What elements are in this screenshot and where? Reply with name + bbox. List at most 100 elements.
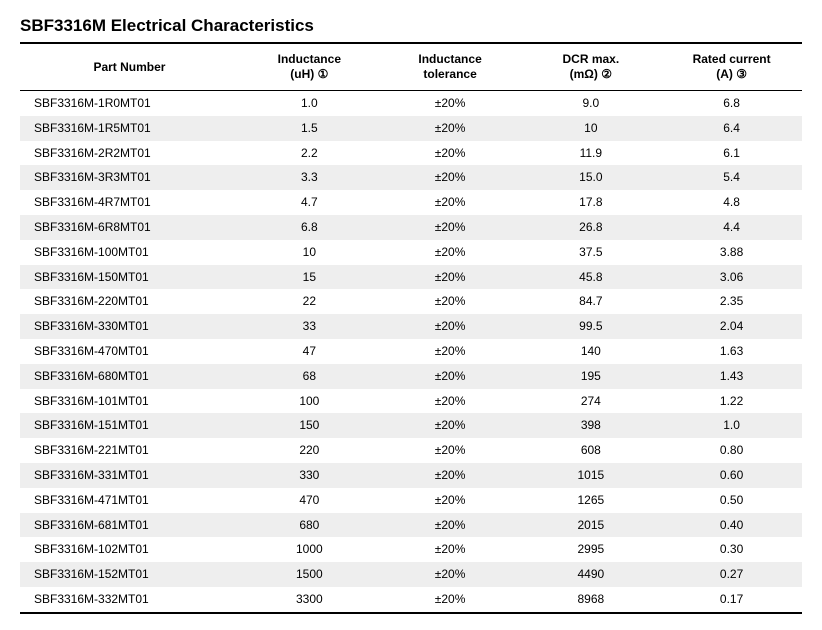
table-cell: ±20%	[380, 587, 521, 613]
table-cell: 9.0	[520, 91, 661, 116]
table-cell: ±20%	[380, 165, 521, 190]
table-cell: 220	[239, 438, 380, 463]
table-row: SBF3316M-221MT01220±20%6080.80	[20, 438, 802, 463]
table-cell: SBF3316M-470MT01	[20, 339, 239, 364]
table-cell: SBF3316M-6R8MT01	[20, 215, 239, 240]
table-cell: 1015	[520, 463, 661, 488]
table-row: SBF3316M-100MT0110±20%37.53.88	[20, 240, 802, 265]
table-cell: 33	[239, 314, 380, 339]
table-cell: SBF3316M-221MT01	[20, 438, 239, 463]
table-cell: 274	[520, 389, 661, 414]
table-cell: ±20%	[380, 190, 521, 215]
table-cell: 0.17	[661, 587, 802, 613]
table-cell: SBF3316M-220MT01	[20, 289, 239, 314]
table-cell: ±20%	[380, 463, 521, 488]
characteristics-table: Part Number Inductance (uH) ① Inductance…	[20, 42, 802, 614]
table-cell: SBF3316M-681MT01	[20, 513, 239, 538]
table-cell: 68	[239, 364, 380, 389]
table-cell: 3.3	[239, 165, 380, 190]
table-cell: 1000	[239, 537, 380, 562]
table-cell: SBF3316M-101MT01	[20, 389, 239, 414]
table-cell: 1.0	[239, 91, 380, 116]
table-cell: 6.1	[661, 141, 802, 166]
table-cell: 2.35	[661, 289, 802, 314]
table-cell: SBF3316M-471MT01	[20, 488, 239, 513]
table-cell: 4.4	[661, 215, 802, 240]
table-row: SBF3316M-1R0MT011.0±20%9.06.8	[20, 91, 802, 116]
col-label-line2: (uH)	[290, 67, 314, 81]
table-row: SBF3316M-471MT01470±20%12650.50	[20, 488, 802, 513]
table-cell: 3.06	[661, 265, 802, 290]
table-row: SBF3316M-680MT0168±20%1951.43	[20, 364, 802, 389]
table-cell: ±20%	[380, 141, 521, 166]
table-cell: 398	[520, 413, 661, 438]
table-cell: ±20%	[380, 488, 521, 513]
table-row: SBF3316M-150MT0115±20%45.83.06	[20, 265, 802, 290]
table-cell: 330	[239, 463, 380, 488]
table-cell: 37.5	[520, 240, 661, 265]
table-cell: 3300	[239, 587, 380, 613]
table-row: SBF3316M-220MT0122±20%84.72.35	[20, 289, 802, 314]
table-cell: 6.4	[661, 116, 802, 141]
table-row: SBF3316M-470MT0147±20%1401.63	[20, 339, 802, 364]
table-cell: 5.4	[661, 165, 802, 190]
table-cell: 1.63	[661, 339, 802, 364]
table-cell: 1.5	[239, 116, 380, 141]
table-body: SBF3316M-1R0MT011.0±20%9.06.8SBF3316M-1R…	[20, 91, 802, 613]
page-title: SBF3316M Electrical Characteristics	[20, 16, 802, 36]
table-cell: SBF3316M-2R2MT01	[20, 141, 239, 166]
table-cell: 2.04	[661, 314, 802, 339]
table-row: SBF3316M-102MT011000±20%29950.30	[20, 537, 802, 562]
note-icon: ③	[736, 67, 747, 82]
table-row: SBF3316M-3R3MT013.3±20%15.05.4	[20, 165, 802, 190]
table-cell: 1500	[239, 562, 380, 587]
table-cell: 195	[520, 364, 661, 389]
table-cell: 84.7	[520, 289, 661, 314]
note-icon: ①	[318, 67, 329, 82]
table-cell: 99.5	[520, 314, 661, 339]
table-cell: 17.8	[520, 190, 661, 215]
col-rated-current: Rated current (A) ③	[661, 43, 802, 91]
table-cell: SBF3316M-4R7MT01	[20, 190, 239, 215]
table-cell: 100	[239, 389, 380, 414]
table-row: SBF3316M-2R2MT012.2±20%11.96.1	[20, 141, 802, 166]
col-inductance: Inductance (uH) ①	[239, 43, 380, 91]
col-label-line1: Part Number	[93, 60, 165, 74]
table-row: SBF3316M-4R7MT014.7±20%17.84.8	[20, 190, 802, 215]
table-cell: 6.8	[661, 91, 802, 116]
table-row: SBF3316M-6R8MT016.8±20%26.84.4	[20, 215, 802, 240]
note-icon: ②	[601, 67, 612, 82]
col-label-line1: Inductance	[278, 52, 341, 66]
table-cell: 11.9	[520, 141, 661, 166]
table-cell: ±20%	[380, 537, 521, 562]
table-cell: 140	[520, 339, 661, 364]
table-cell: 4490	[520, 562, 661, 587]
table-row: SBF3316M-101MT01100±20%2741.22	[20, 389, 802, 414]
table-cell: ±20%	[380, 364, 521, 389]
table-cell: 4.8	[661, 190, 802, 215]
table-cell: 2.2	[239, 141, 380, 166]
table-cell: ±20%	[380, 438, 521, 463]
table-row: SBF3316M-331MT01330±20%10150.60	[20, 463, 802, 488]
col-label-line2: tolerance	[423, 67, 476, 81]
table-cell: SBF3316M-3R3MT01	[20, 165, 239, 190]
table-cell: ±20%	[380, 265, 521, 290]
table-cell: 22	[239, 289, 380, 314]
table-cell: 1.43	[661, 364, 802, 389]
table-cell: 4.7	[239, 190, 380, 215]
table-cell: SBF3316M-331MT01	[20, 463, 239, 488]
table-row: SBF3316M-330MT0133±20%99.52.04	[20, 314, 802, 339]
table-cell: 15.0	[520, 165, 661, 190]
table-row: SBF3316M-1R5MT011.5±20%106.4	[20, 116, 802, 141]
table-cell: ±20%	[380, 116, 521, 141]
table-cell: ±20%	[380, 240, 521, 265]
table-cell: 150	[239, 413, 380, 438]
table-row: SBF3316M-681MT01680±20%20150.40	[20, 513, 802, 538]
table-cell: 10	[239, 240, 380, 265]
col-label-line1: DCR max.	[562, 52, 619, 66]
table-cell: 3.88	[661, 240, 802, 265]
table-cell: 0.27	[661, 562, 802, 587]
table-row: SBF3316M-332MT013300±20%89680.17	[20, 587, 802, 613]
table-cell: ±20%	[380, 91, 521, 116]
table-cell: 680	[239, 513, 380, 538]
